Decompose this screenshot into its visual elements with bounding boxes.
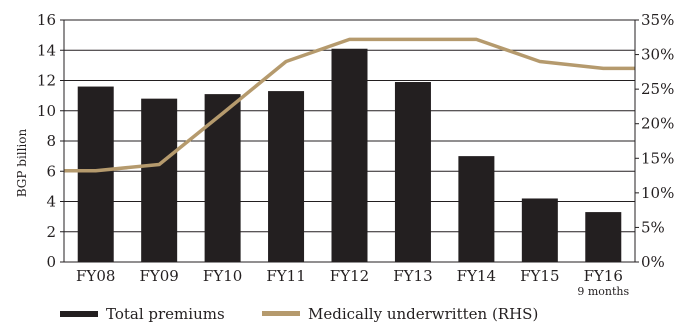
bar-fy12 <box>331 48 368 262</box>
axes <box>60 19 639 263</box>
y2-tick-label: 15% <box>641 149 674 167</box>
bar-fy11 <box>268 91 305 263</box>
y2-tick-label: 30% <box>641 46 674 64</box>
tick-labels: 0 2 4 6 8 10 12 14 16 0% 5% 10% 15% 20% 25% 30% 35% <box>37 11 674 271</box>
bar-fy14 <box>458 156 495 262</box>
y-tick-label: 8 <box>46 132 56 150</box>
legend: Total premiums Medically underwritten (R… <box>60 305 538 323</box>
x-tick-label: FY13 <box>393 267 432 285</box>
y2-tick-label: 35% <box>641 11 674 29</box>
y-tick-label: 0 <box>46 253 56 271</box>
y2-tick-label: 10% <box>641 184 674 202</box>
x-tick-label: FY09 <box>139 267 178 285</box>
y-tick-label: 16 <box>37 11 56 29</box>
y2-tick-label: 0% <box>641 253 665 271</box>
y2-tick-label: 5% <box>641 218 665 236</box>
x-tick-label: FY16 <box>584 267 623 285</box>
legend-swatch-medically-underwritten <box>262 311 300 316</box>
legend-swatch-total-premiums <box>60 311 98 317</box>
x-tick-label: FY10 <box>203 267 242 285</box>
bar-fy16 <box>585 212 622 262</box>
y-tick-label: 2 <box>46 223 56 241</box>
y-tick-label: 12 <box>37 72 56 90</box>
x-tick-label: FY08 <box>76 267 115 285</box>
legend-label-medically-underwritten: Medically underwritten (RHS) <box>308 305 538 323</box>
bar-series <box>77 48 622 263</box>
bar-fy08 <box>77 86 114 262</box>
y-tick-label: 4 <box>46 193 56 211</box>
bar-fy13 <box>394 82 431 262</box>
bar-fy09 <box>141 98 178 263</box>
y-tick-label: 6 <box>46 162 56 180</box>
x-tick-label: FY14 <box>457 267 496 285</box>
bar-fy10 <box>204 94 241 262</box>
x-tick-label: FY12 <box>330 267 369 285</box>
y-tick-label: 10 <box>37 102 56 120</box>
x-tick-label: FY15 <box>520 267 559 285</box>
legend-label-total-premiums: Total premiums <box>106 305 225 323</box>
y2-tick-label: 20% <box>641 115 674 133</box>
line-medically-underwritten <box>64 37 635 173</box>
y-axis-title: BGP billion <box>15 128 29 197</box>
bar-fy15 <box>521 198 558 262</box>
y-tick-label: 14 <box>37 41 56 59</box>
x-tick-label: FY11 <box>266 267 305 285</box>
x-tick-sublabel: 9 months <box>577 285 629 298</box>
line-series <box>64 37 635 173</box>
y2-tick-label: 25% <box>641 80 674 98</box>
